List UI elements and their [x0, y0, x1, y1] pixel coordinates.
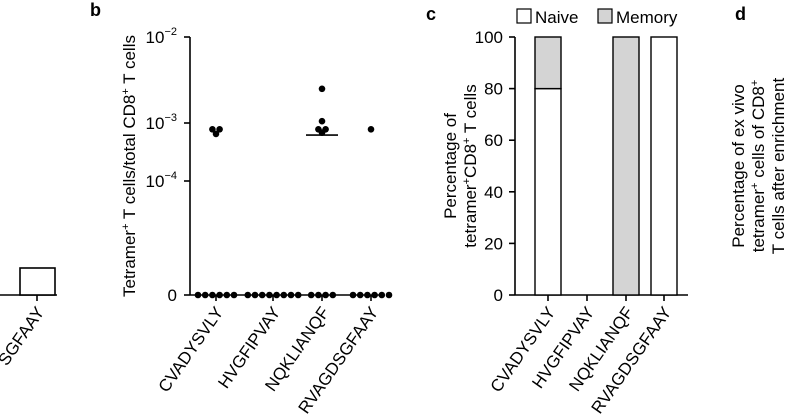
panel-d-letter: d — [735, 4, 746, 24]
panel-b-data-point — [367, 126, 375, 133]
panel-c-y-tick-label: 100 — [475, 28, 503, 47]
panel-b-data-point — [273, 291, 280, 299]
legend-memory-label: Memory — [616, 8, 678, 27]
panel-b-data-point — [322, 291, 329, 299]
panel-c-y-tick-label: 80 — [484, 80, 503, 99]
panel-b-data-point — [385, 291, 393, 299]
panel-b-data-point — [216, 291, 223, 299]
panel-b: b Tetramer+ T cells/total CD8+ T cells 0… — [90, 0, 393, 417]
panel-c-bar-memory — [612, 36, 640, 296]
panel-d: d Percentage of ex vivo tetramer+ cells … — [729, 4, 788, 254]
panel-b-letter: b — [90, 0, 101, 20]
panel-c-bar-naive — [650, 36, 678, 296]
panel-a-bar — [19, 267, 56, 296]
legend-naive-label: Naive — [535, 8, 578, 27]
panel-b-data-point — [364, 291, 371, 299]
legend-memory-swatch — [597, 8, 613, 24]
panel-c-y-label-line1: Percentage of — [441, 113, 460, 219]
panel-b-data-point — [201, 291, 209, 299]
panel-b-data-point — [318, 85, 326, 93]
panel-b-y-tick-label: 10−4 — [146, 170, 177, 191]
panel-c-y-tick-label: 40 — [484, 183, 503, 202]
panel-c-letter: c — [426, 4, 436, 24]
panel-b-data-point — [371, 291, 378, 299]
panel-b-data-point — [258, 291, 266, 299]
panel-c-bar-memory — [534, 36, 562, 90]
panel-b-data-point — [329, 291, 337, 299]
panel-b-y-tick-label: 10−3 — [146, 112, 177, 133]
panel-c-bar-naive — [534, 87, 562, 296]
panel-c-y-tick-label: 0 — [494, 286, 503, 305]
panel-b-y-tick-label: 10−2 — [146, 26, 177, 47]
panel-b-data-point — [212, 130, 220, 138]
panel-b-data-point — [194, 291, 202, 299]
panel-b-data-point — [287, 291, 295, 299]
panel-b-data-point — [378, 291, 386, 299]
panel-d-y-label-line1: Percentage of ex vivo — [729, 84, 748, 247]
panel-b-data-point — [230, 291, 238, 299]
panel-b-data-point — [209, 291, 216, 299]
panel-b-y-tick-label: 0 — [168, 286, 177, 305]
panel-a-tick-label: SGFAAY — [0, 303, 48, 369]
panel-b-data-point — [209, 126, 216, 133]
panel-b-data-point — [294, 291, 302, 299]
panel-b-data-point — [266, 291, 273, 299]
panel-b-data-point — [244, 291, 252, 299]
panel-b-data-point — [318, 117, 326, 125]
panel-c-y-tick-label: 20 — [484, 234, 503, 253]
panel-b-data-point — [251, 291, 259, 299]
panel-d-y-label-line2: tetramer+ cells of CD8+ — [749, 80, 768, 253]
panel-c-y-label-line2: tetramer+CD8+ T cells — [461, 84, 480, 247]
panel-b-y-label: Tetramer+ T cells/total CD8+ T cells — [120, 35, 139, 297]
panel-b-data-point — [315, 291, 322, 299]
panel-d-y-label-line3: T cells after enrichment — [769, 78, 788, 255]
panel-b-data-point — [307, 291, 315, 299]
panel-b-data-point — [223, 291, 231, 299]
panel-c-y-tick-label: 60 — [484, 131, 503, 150]
panel-b-data-point — [349, 291, 357, 299]
panel-b-data-point — [216, 126, 223, 133]
panel-c: c Naive Memory Percentage of tetramer+CD… — [426, 4, 688, 417]
legend-naive-swatch — [516, 8, 532, 24]
panel-a: SGFAAY — [0, 267, 57, 369]
panel-b-data-point — [280, 291, 288, 299]
panel-b-data-point — [356, 291, 364, 299]
